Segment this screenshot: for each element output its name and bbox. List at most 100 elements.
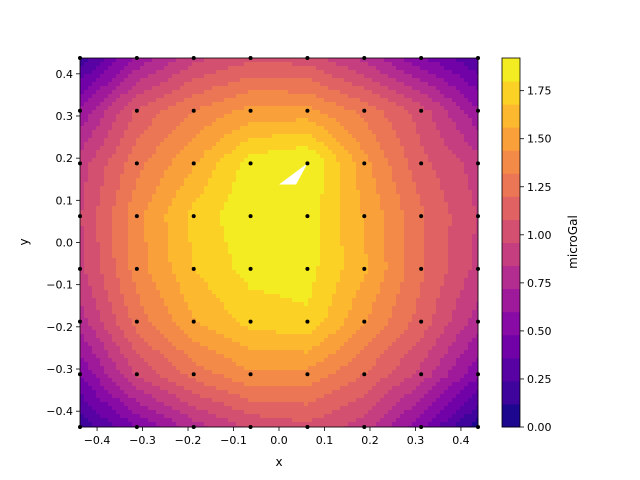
contour-cell <box>272 282 277 287</box>
contour-cell <box>144 286 149 291</box>
contour-cell <box>120 342 125 347</box>
contour-cell <box>164 294 169 299</box>
contour-cell <box>264 150 269 155</box>
contour-cell <box>256 386 261 391</box>
contour-cell <box>100 102 105 107</box>
contour-cell <box>156 254 161 259</box>
contour-cell <box>268 78 273 83</box>
contour-cell <box>180 326 185 331</box>
contour-cell <box>148 406 153 411</box>
contour-cell <box>176 66 181 71</box>
contour-cell <box>124 262 129 267</box>
contour-cell <box>208 194 213 199</box>
contour-cell <box>168 326 173 331</box>
contour-cell <box>120 62 125 67</box>
contour-cell <box>224 66 229 71</box>
contour-cell <box>112 110 117 115</box>
contour-cell <box>168 310 173 315</box>
contour-cell <box>144 306 149 311</box>
contour-cell <box>152 78 157 83</box>
contour-cell <box>280 242 285 247</box>
contour-cell <box>108 130 113 135</box>
contour-cell <box>116 374 121 379</box>
contour-cell <box>84 82 89 87</box>
contour-cell <box>120 354 125 359</box>
contour-cell <box>292 314 297 319</box>
contour-cell <box>276 230 281 235</box>
contour-cell <box>236 294 241 299</box>
contour-cell <box>244 190 249 195</box>
contour-cell <box>292 106 297 111</box>
contour-cell <box>248 142 253 147</box>
contour-cell <box>156 214 161 219</box>
contour-cell <box>248 230 253 235</box>
contour-cell <box>204 214 209 219</box>
contour-cell <box>104 154 109 159</box>
contour-cell <box>232 422 237 427</box>
contour-cell <box>244 306 249 311</box>
contour-cell <box>196 86 201 91</box>
contour-cell <box>120 410 125 415</box>
contour-cell <box>84 90 89 95</box>
contour-cell <box>276 142 281 147</box>
contour-cell <box>224 126 229 131</box>
contour-cell <box>168 330 173 335</box>
contour-cell <box>100 378 105 383</box>
contour-cell <box>140 242 145 247</box>
contour-cell <box>156 186 161 191</box>
contour-cell <box>252 194 257 199</box>
contour-cell <box>252 410 257 415</box>
contour-cell <box>176 358 181 363</box>
contour-cell <box>268 386 273 391</box>
contour-cell <box>268 338 273 343</box>
contour-cell <box>108 186 113 191</box>
contour-cell <box>108 406 113 411</box>
contour-cell <box>256 158 261 163</box>
contour-cell <box>224 238 229 243</box>
contour-cell <box>108 362 113 367</box>
contour-cell <box>248 194 253 199</box>
contour-cell <box>104 402 109 407</box>
contour-cell <box>244 338 249 343</box>
contour-cell <box>224 294 229 299</box>
contour-cell <box>276 422 281 427</box>
contour-cell <box>264 262 269 267</box>
contour-cell <box>124 74 129 79</box>
contour-cell <box>196 78 201 83</box>
contour-cell <box>232 366 237 371</box>
contour-cell <box>260 94 265 99</box>
contour-cell <box>132 350 137 355</box>
contour-cell <box>88 238 93 243</box>
contour-cell <box>156 266 161 271</box>
contour-cell <box>208 70 213 75</box>
contour-cell <box>196 226 201 231</box>
contour-cell <box>124 366 129 371</box>
contour-cell <box>108 150 113 155</box>
contour-cell <box>84 366 89 371</box>
contour-cell <box>152 346 157 351</box>
contour-cell <box>208 270 213 275</box>
contour-cell <box>260 406 265 411</box>
contour-cell <box>176 314 181 319</box>
contour-cell <box>156 70 161 75</box>
contour-cell <box>140 398 145 403</box>
contour-cell <box>112 338 117 343</box>
contour-cell <box>232 94 237 99</box>
contour-cell <box>208 350 213 355</box>
contour-cell <box>80 98 85 103</box>
contour-cell <box>164 90 169 95</box>
contour-cell <box>100 138 105 143</box>
contour-cell <box>88 210 93 215</box>
contour-cell <box>272 406 277 411</box>
contour-cell <box>164 158 169 163</box>
contour-cell <box>164 386 169 391</box>
contour-cell <box>180 150 185 155</box>
contour-cell <box>276 262 281 267</box>
contour-cell <box>168 94 173 99</box>
contour-cell <box>224 330 229 335</box>
contour-cell <box>84 278 89 283</box>
contour-cell <box>232 270 237 275</box>
contour-cell <box>116 242 121 247</box>
contour-cell <box>84 398 89 403</box>
contour-cell <box>168 290 173 295</box>
